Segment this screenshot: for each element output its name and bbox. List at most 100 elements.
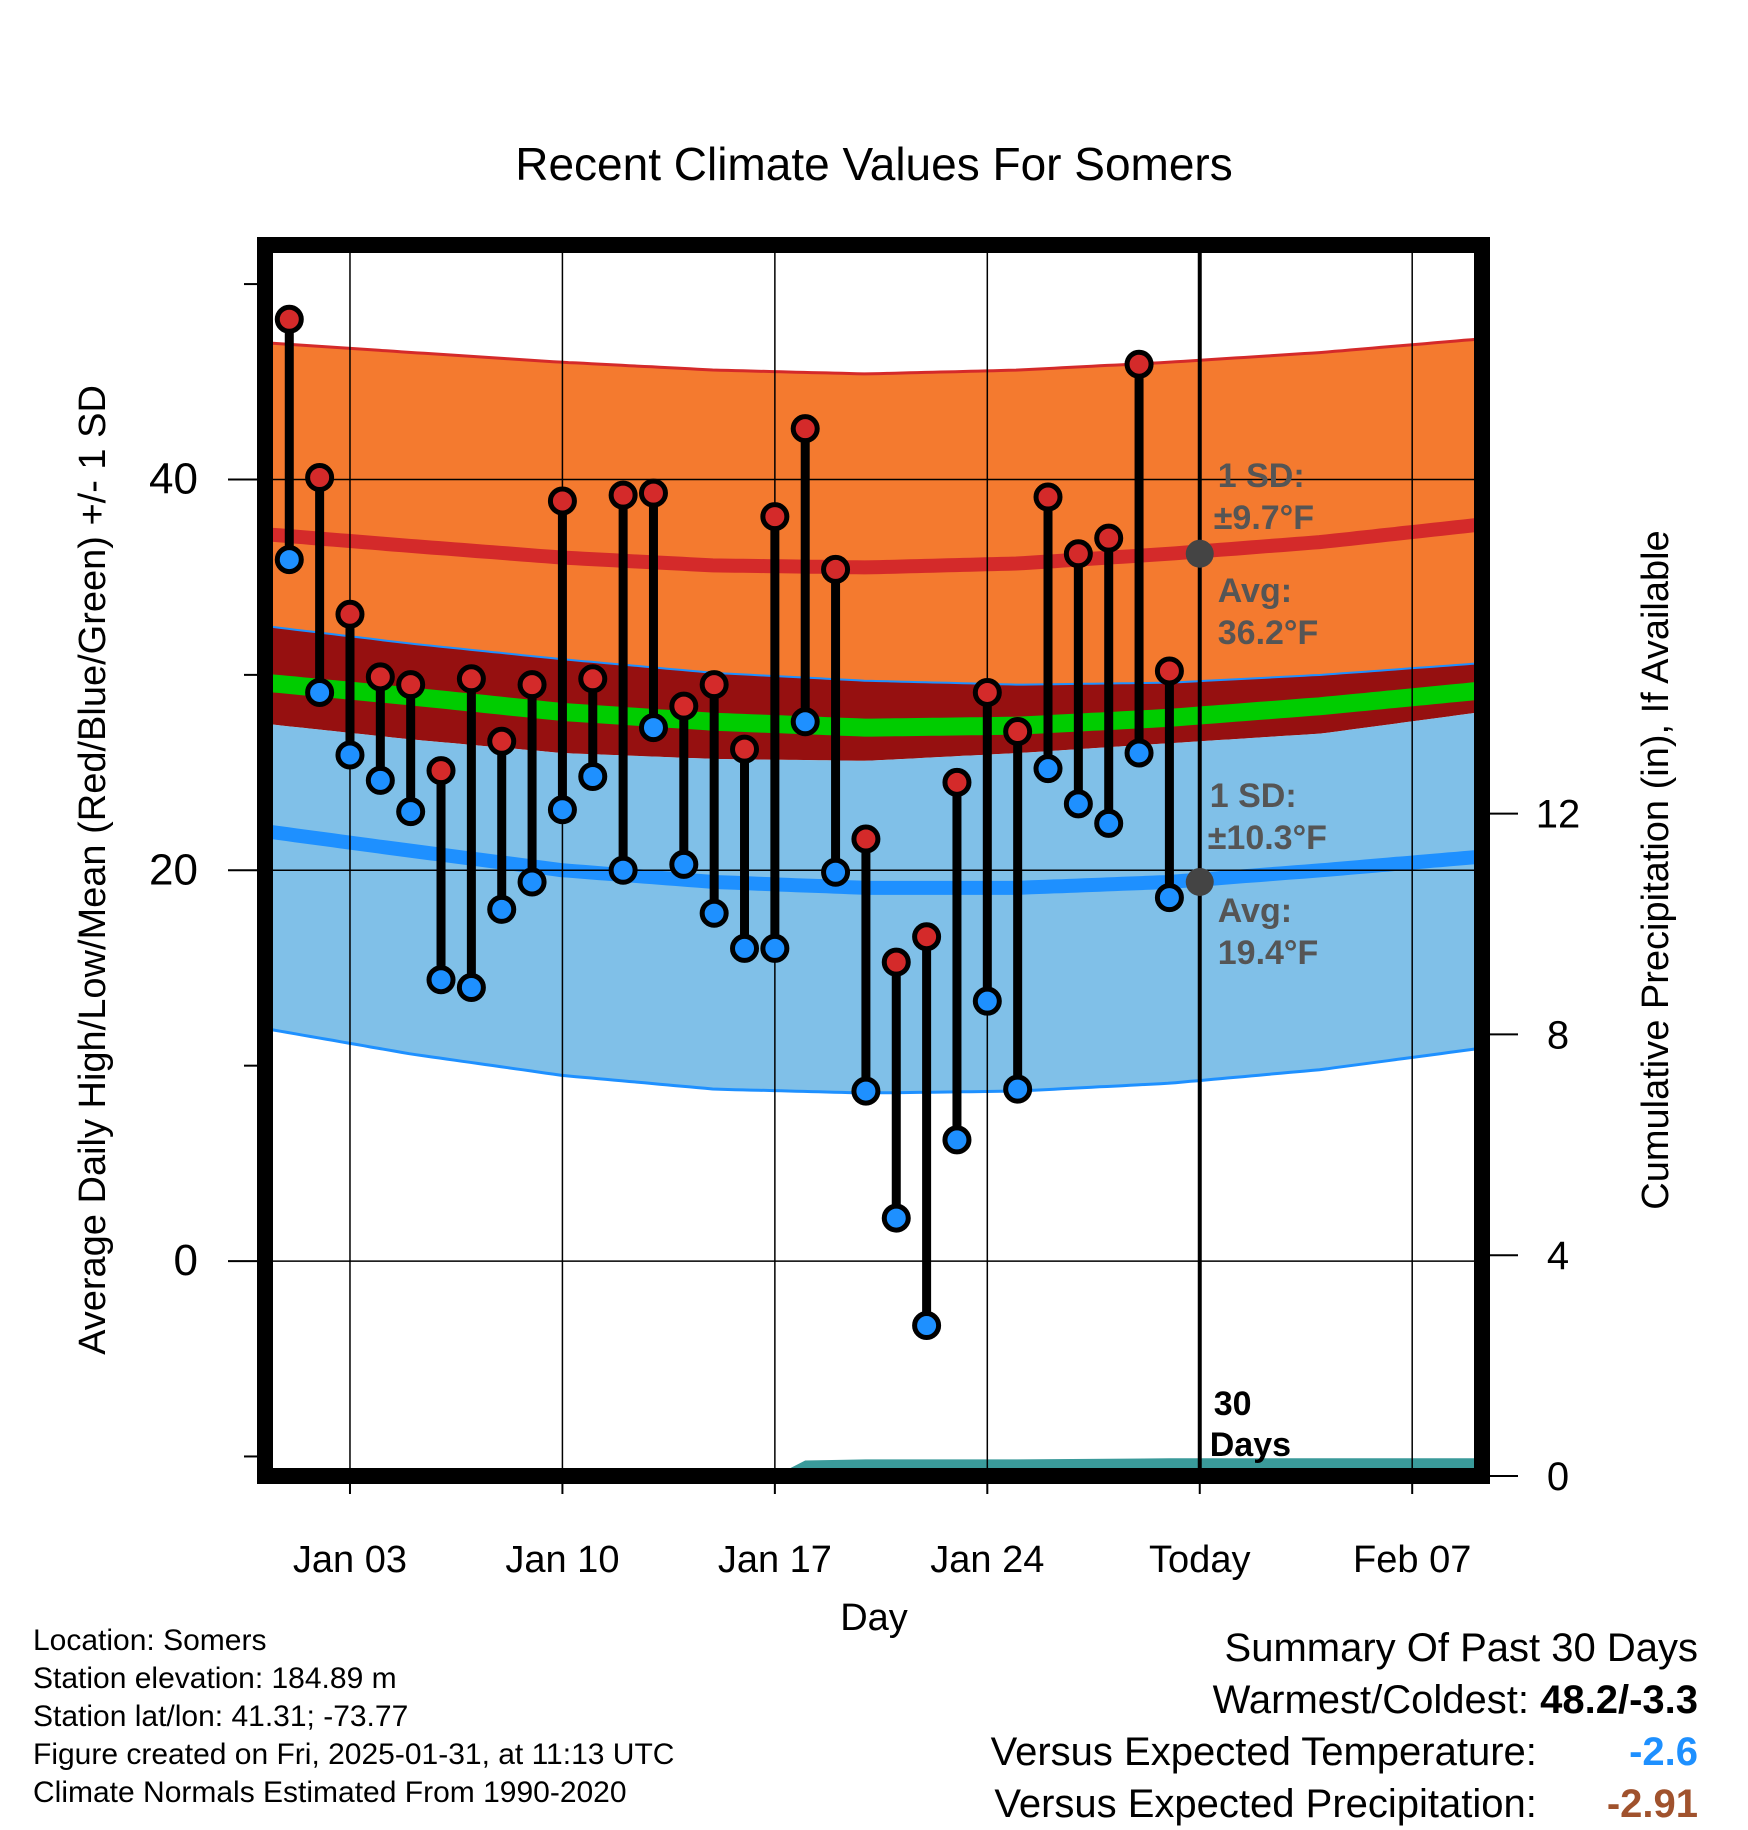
low-avg-value: 19.4°F bbox=[1218, 934, 1319, 972]
high-dot bbox=[1003, 717, 1033, 747]
high-dot bbox=[790, 414, 820, 444]
location-text: Location: Somers bbox=[33, 1624, 267, 1657]
y2-tick-label: 12 bbox=[1536, 793, 1581, 837]
low-dot bbox=[821, 857, 851, 887]
low-dot bbox=[790, 707, 820, 737]
low-dot bbox=[638, 713, 668, 743]
high-upper-edge bbox=[264, 337, 1480, 376]
low-sd-value: ±10.3°F bbox=[1208, 819, 1327, 857]
high-dot bbox=[578, 664, 608, 694]
day-stick bbox=[274, 304, 304, 575]
high-dot bbox=[274, 304, 304, 334]
days-count-label: 30 bbox=[1214, 1385, 1252, 1423]
low-dot bbox=[517, 867, 547, 897]
high-dot bbox=[972, 677, 1002, 707]
day-stick bbox=[851, 824, 881, 1106]
day-stick bbox=[790, 414, 820, 737]
day-stick bbox=[608, 480, 638, 885]
warmest-coldest-label: Warmest/Coldest: bbox=[1212, 1678, 1529, 1722]
high-dot bbox=[760, 502, 790, 532]
y2-tick-label: 8 bbox=[1547, 1013, 1569, 1057]
high-dot bbox=[1094, 523, 1124, 553]
high-dot bbox=[669, 691, 699, 721]
low-dot bbox=[456, 973, 486, 1003]
high-dot bbox=[305, 463, 335, 493]
elevation-text: Station elevation: 184.89 m bbox=[33, 1662, 397, 1695]
low-dot bbox=[487, 894, 517, 924]
high-dot bbox=[547, 486, 577, 516]
day-stick bbox=[335, 599, 365, 770]
high-average-line bbox=[264, 517, 1480, 575]
y-tick-label: 20 bbox=[149, 845, 198, 894]
low-dot bbox=[335, 740, 365, 770]
day-stick bbox=[1124, 349, 1154, 768]
day-stick bbox=[881, 947, 911, 1233]
day-stick bbox=[669, 691, 699, 879]
high-dot bbox=[396, 670, 426, 700]
x-tick-label: Jan 10 bbox=[505, 1539, 619, 1581]
day-stick bbox=[426, 756, 456, 995]
day-stick bbox=[517, 670, 547, 897]
temp-anomaly-label: Versus Expected Temperature: bbox=[990, 1730, 1537, 1774]
high-dot bbox=[699, 670, 729, 700]
high-avg-label: Avg: bbox=[1218, 572, 1292, 610]
high-dot bbox=[638, 478, 668, 508]
day-stick bbox=[730, 734, 760, 963]
day-stick bbox=[912, 922, 942, 1341]
day-stick bbox=[638, 478, 668, 743]
low-dot bbox=[669, 849, 699, 879]
high-sd-label: 1 SD: bbox=[1218, 457, 1305, 495]
day-stick bbox=[821, 554, 851, 887]
x-tick-label: Today bbox=[1149, 1539, 1250, 1581]
low-dot bbox=[1124, 738, 1154, 768]
high-dot bbox=[456, 664, 486, 694]
x-tick-label: Feb 07 bbox=[1353, 1539, 1471, 1581]
x-tick-label: Jan 24 bbox=[930, 1539, 1044, 1581]
high-dot bbox=[365, 662, 395, 692]
low-dot bbox=[396, 797, 426, 827]
day-stick bbox=[305, 463, 335, 707]
low-dot bbox=[760, 933, 790, 963]
low-dot bbox=[881, 1203, 911, 1233]
low-dot bbox=[547, 795, 577, 825]
day-stick bbox=[942, 767, 972, 1155]
low-avg-label: Avg: bbox=[1218, 892, 1292, 930]
day-stick bbox=[456, 664, 486, 1003]
today-low-avg-dot bbox=[1185, 867, 1214, 896]
high-sd-value: ±9.7°F bbox=[1214, 499, 1314, 537]
precip-anomaly-value: -2.91 bbox=[1606, 1782, 1698, 1826]
today-high-avg-dot bbox=[1185, 539, 1214, 568]
day-stick bbox=[972, 677, 1002, 1016]
high-dot bbox=[426, 756, 456, 786]
low-dot bbox=[1003, 1074, 1033, 1104]
high-sd-band bbox=[265, 339, 1479, 761]
precip-anomaly-label: Versus Expected Precipitation: bbox=[994, 1782, 1537, 1826]
low-dot bbox=[942, 1125, 972, 1155]
low-dot bbox=[1033, 754, 1063, 784]
high-dot bbox=[1063, 539, 1093, 569]
day-stick bbox=[699, 670, 729, 928]
low-dot bbox=[851, 1076, 881, 1106]
day-stick bbox=[365, 662, 395, 795]
x-tick-label: Jan 17 bbox=[718, 1539, 832, 1581]
day-stick bbox=[1033, 482, 1063, 784]
latlon-text: Station lat/lon: 41.31; -73.77 bbox=[33, 1700, 409, 1733]
high-dot bbox=[487, 726, 517, 756]
chart-title: Recent Climate Values For Somers bbox=[515, 138, 1233, 190]
day-stick bbox=[396, 670, 426, 827]
station-metadata: Location: Somers Station elevation: 184.… bbox=[33, 1622, 674, 1812]
x-tick-label: Jan 03 bbox=[293, 1539, 407, 1581]
high-dot bbox=[912, 922, 942, 952]
high-dot bbox=[1124, 349, 1154, 379]
summary-panel: Summary Of Past 30 Days Warmest/Coldest:… bbox=[991, 1622, 1698, 1830]
today-average-points bbox=[1185, 539, 1214, 896]
normals-text: Climate Normals Estimated From 1990-2020 bbox=[33, 1776, 627, 1809]
plot-frame bbox=[257, 237, 1490, 1484]
overlap-band bbox=[265, 626, 1479, 761]
x-axis-title: Day bbox=[840, 1597, 908, 1639]
high-dot bbox=[730, 734, 760, 764]
low-dot bbox=[912, 1311, 942, 1341]
low-sd-label: 1 SD: bbox=[1210, 777, 1297, 815]
temp-anomaly-row: Versus Expected Temperature: -2.6 bbox=[991, 1726, 1698, 1778]
